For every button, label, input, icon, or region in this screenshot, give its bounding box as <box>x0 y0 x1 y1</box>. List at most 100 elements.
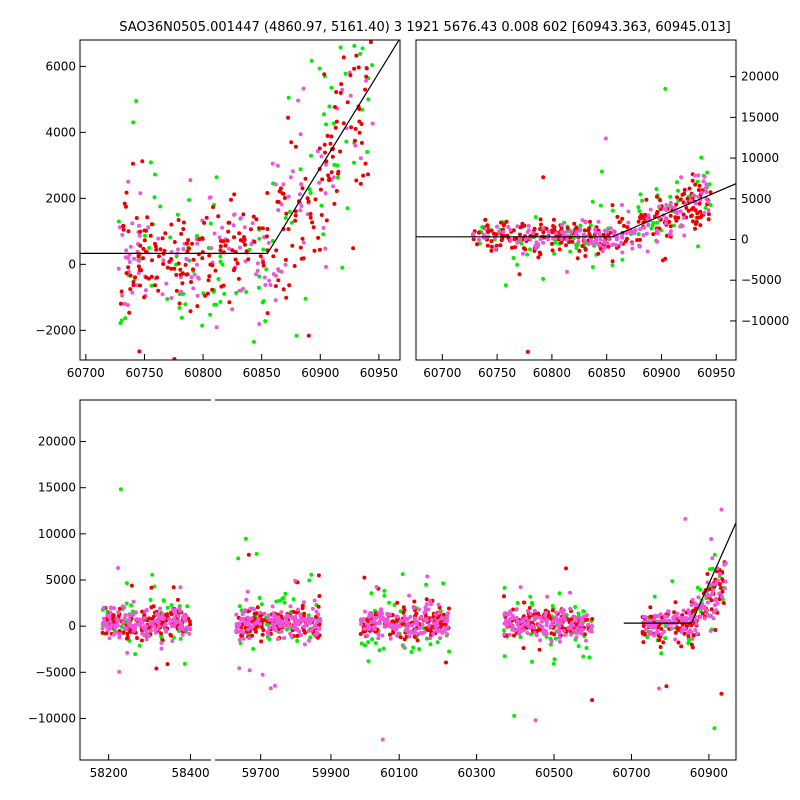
data-point-green <box>528 594 533 599</box>
data-point-magenta <box>284 620 289 625</box>
data-point-red <box>293 144 298 149</box>
data-point-red <box>512 633 516 638</box>
data-point-green <box>165 297 170 301</box>
data-point-magenta <box>563 617 568 622</box>
data-point-magenta <box>520 624 525 628</box>
data-point-magenta <box>644 231 649 236</box>
data-point-magenta <box>723 561 728 565</box>
data-point-magenta <box>518 237 523 242</box>
data-point-magenta <box>179 289 183 294</box>
data-point-magenta <box>620 203 624 207</box>
data-point-red <box>145 215 150 220</box>
data-point-magenta <box>690 193 695 198</box>
data-point-red <box>161 262 166 266</box>
data-point-magenta <box>296 607 300 612</box>
data-point-red <box>590 617 595 621</box>
data-point-red <box>287 283 292 288</box>
data-point-magenta <box>594 237 599 242</box>
data-point-red <box>261 260 266 265</box>
data-point-magenta <box>139 619 143 624</box>
data-point-magenta <box>428 599 433 604</box>
data-point-green <box>553 240 558 245</box>
data-point-green <box>143 233 147 238</box>
data-point-magenta <box>111 632 116 637</box>
data-point-red <box>160 236 165 241</box>
data-point-red <box>622 223 626 228</box>
data-point-green <box>283 591 288 596</box>
data-point-magenta <box>170 618 175 623</box>
data-point-magenta <box>703 186 708 191</box>
data-point-green <box>511 256 516 260</box>
data-point-magenta <box>301 86 306 91</box>
data-point-red <box>697 201 702 206</box>
data-point-magenta <box>630 241 635 246</box>
data-point-red <box>171 585 176 590</box>
x-tick-label: 60700 <box>612 766 650 780</box>
data-point-magenta <box>666 609 671 614</box>
data-point-magenta <box>684 616 689 620</box>
data-point-red <box>658 645 663 649</box>
data-point-green <box>261 299 266 303</box>
data-point-red <box>664 684 669 689</box>
data-point-red <box>131 161 135 166</box>
data-point-green <box>698 587 703 592</box>
data-point-green <box>588 223 593 228</box>
data-point-magenta <box>544 610 548 615</box>
data-point-magenta <box>196 275 200 280</box>
data-point-red <box>149 585 154 590</box>
data-point-green <box>687 640 692 645</box>
data-point-magenta <box>508 621 513 626</box>
data-point-red <box>334 90 339 94</box>
data-point-red <box>587 232 592 237</box>
data-point-magenta <box>418 615 423 620</box>
data-point-magenta <box>317 626 322 631</box>
data-point-magenta <box>445 632 450 637</box>
data-point-magenta <box>286 194 291 199</box>
data-point-magenta <box>181 627 186 632</box>
data-point-magenta <box>565 269 569 274</box>
data-point-green <box>584 646 589 650</box>
data-point-magenta <box>706 200 711 204</box>
data-point-red <box>693 208 698 213</box>
data-point-red <box>135 636 139 640</box>
data-point-green <box>548 642 553 647</box>
data-point-red <box>606 244 611 249</box>
data-point-green <box>340 265 345 270</box>
data-point-magenta <box>151 624 156 629</box>
data-point-red <box>697 183 702 188</box>
data-point-green <box>533 215 538 220</box>
data-point-magenta <box>380 633 385 638</box>
data-point-red <box>583 254 588 258</box>
data-point-magenta <box>124 248 129 253</box>
data-point-red <box>121 227 126 232</box>
data-point-magenta <box>273 298 278 303</box>
data-point-magenta <box>541 240 546 245</box>
data-point-green <box>699 155 704 160</box>
data-point-magenta <box>185 625 190 630</box>
data-point-magenta <box>515 619 520 623</box>
data-point-magenta <box>242 225 247 230</box>
data-point-red <box>582 632 587 637</box>
data-point-magenta <box>260 257 265 262</box>
data-point-red <box>305 196 310 201</box>
data-point-red <box>341 121 346 126</box>
data-point-red <box>177 301 182 306</box>
data-point-magenta <box>557 631 562 636</box>
data-point-magenta <box>646 213 651 218</box>
data-point-magenta <box>420 622 425 627</box>
data-point-magenta <box>401 644 406 649</box>
data-point-magenta <box>515 240 520 245</box>
data-point-red <box>191 267 195 272</box>
top-left-model-line <box>80 40 400 254</box>
data-point-magenta <box>644 615 649 620</box>
data-point-red <box>260 632 265 637</box>
data-point-magenta <box>108 619 113 624</box>
data-point-green <box>243 536 248 541</box>
data-point-red <box>690 219 695 224</box>
data-point-green <box>331 121 336 126</box>
data-point-magenta <box>176 247 180 252</box>
data-point-magenta <box>723 579 728 584</box>
data-point-red <box>537 250 542 255</box>
data-point-red <box>241 212 246 217</box>
data-point-green <box>544 634 549 639</box>
